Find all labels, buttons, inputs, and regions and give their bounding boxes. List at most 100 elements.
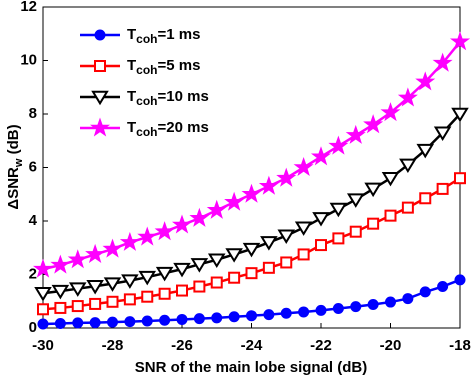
legend-label: Tcoh=20 ms xyxy=(127,119,209,139)
marker xyxy=(207,253,226,269)
marker xyxy=(37,303,49,316)
legend-marker xyxy=(94,29,106,41)
marker xyxy=(86,280,104,295)
y-label-unit: (dB) xyxy=(5,124,22,158)
marker xyxy=(210,276,223,289)
marker xyxy=(416,143,435,159)
x-tick-label: -18 xyxy=(449,337,471,354)
marker xyxy=(454,172,466,185)
plot-frame xyxy=(42,6,461,329)
marker xyxy=(228,271,241,284)
marker xyxy=(34,286,52,302)
marker xyxy=(399,158,417,174)
marker xyxy=(449,31,471,51)
marker xyxy=(141,290,154,303)
marker xyxy=(124,316,136,328)
legend-marker xyxy=(91,90,109,106)
marker xyxy=(137,226,158,246)
marker xyxy=(280,307,292,319)
marker xyxy=(32,258,54,278)
marker xyxy=(119,231,140,251)
y-tick-label: 8 xyxy=(29,105,37,122)
marker xyxy=(364,182,382,198)
marker xyxy=(297,248,310,261)
x-tick-label: -28 xyxy=(102,337,124,354)
y-tick-label: 10 xyxy=(20,51,37,68)
x-axis-label: SNR of the main lobe signal (dB) xyxy=(135,359,368,376)
legend-marker xyxy=(94,60,106,72)
marker xyxy=(224,191,245,211)
marker xyxy=(171,214,193,234)
marker xyxy=(280,256,293,269)
marker xyxy=(329,202,348,218)
marker xyxy=(332,232,345,245)
marker xyxy=(107,316,118,328)
marker xyxy=(141,315,153,327)
x-tick-label: -26 xyxy=(171,337,193,354)
marker xyxy=(294,221,313,236)
marker xyxy=(419,286,431,298)
marker xyxy=(315,239,327,252)
marker xyxy=(228,311,240,323)
y-tick-label: 12 xyxy=(20,0,37,15)
marker xyxy=(241,183,262,203)
marker xyxy=(451,107,469,123)
marker xyxy=(123,293,136,306)
marker xyxy=(193,280,206,293)
y-tick-label: 4 xyxy=(29,212,38,229)
marker xyxy=(176,313,188,325)
marker xyxy=(159,314,171,326)
marker xyxy=(315,304,327,316)
y-label-sub: w xyxy=(13,158,25,168)
marker xyxy=(276,167,297,187)
y-tick-label: 0 xyxy=(29,319,37,336)
x-tick-label: -24 xyxy=(241,337,263,354)
marker xyxy=(68,282,87,297)
y-label-main: ΔSNR xyxy=(5,167,22,210)
marker xyxy=(211,312,223,324)
marker xyxy=(121,274,139,289)
marker xyxy=(419,192,432,205)
marker xyxy=(225,248,243,263)
marker xyxy=(89,297,102,310)
marker xyxy=(245,267,258,280)
marker xyxy=(263,309,275,321)
marker xyxy=(67,249,88,269)
marker xyxy=(432,52,453,72)
marker xyxy=(72,317,84,329)
marker xyxy=(402,293,414,305)
x-tick-label: -22 xyxy=(310,337,332,354)
marker xyxy=(367,217,380,230)
marker xyxy=(51,284,70,300)
marker xyxy=(138,270,157,286)
legend-label: Tcoh=1 ms xyxy=(127,26,200,46)
marker xyxy=(397,87,418,107)
legend-label: Tcoh=5 ms xyxy=(127,57,200,77)
marker xyxy=(37,318,49,330)
marker xyxy=(155,266,174,282)
marker xyxy=(436,182,449,195)
marker xyxy=(298,306,310,318)
marker xyxy=(415,71,436,91)
marker xyxy=(346,193,365,208)
marker xyxy=(349,225,362,238)
marker xyxy=(242,242,261,258)
marker xyxy=(262,261,275,274)
marker xyxy=(176,284,188,297)
marker xyxy=(380,102,401,122)
marker xyxy=(310,146,332,166)
marker xyxy=(106,295,119,308)
marker xyxy=(260,236,278,251)
marker xyxy=(437,281,449,293)
marker xyxy=(103,277,122,292)
marker xyxy=(312,212,330,227)
y-axis-label: ΔSNRw (dB) xyxy=(5,124,25,209)
y-tick-label: 6 xyxy=(29,158,37,175)
x-tick-label: -20 xyxy=(380,337,402,354)
marker xyxy=(401,201,414,214)
marker xyxy=(246,310,257,322)
marker xyxy=(363,114,384,134)
marker xyxy=(189,207,210,227)
y-tick-label: 2 xyxy=(29,265,37,282)
